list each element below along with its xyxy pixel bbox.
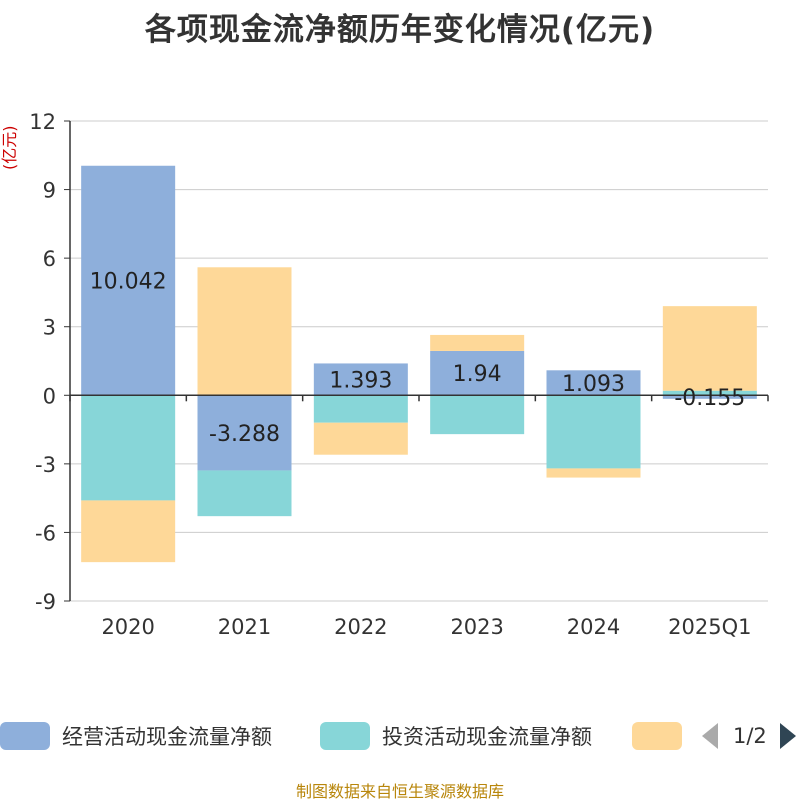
x-tick-label-2025Q1: 2025Q1	[668, 615, 751, 639]
bar-series2-2021	[197, 470, 292, 517]
legend-swatch-operating	[0, 722, 50, 750]
data-label-2021: -3.288	[209, 422, 280, 447]
bar-series1-2021	[197, 395, 292, 471]
legend-page-indicator: 1/2	[733, 724, 767, 748]
y-tick-label-7: -9	[35, 590, 56, 614]
data-label-2023: 1.94	[453, 362, 502, 387]
bar-series2-2023	[430, 395, 525, 435]
x-tick-label-2020: 2020	[101, 615, 154, 639]
y-tick-label-3: 3	[43, 316, 56, 340]
bar-series1-2023	[430, 350, 525, 396]
y-tick-label-0: 12	[29, 110, 56, 134]
y-tick-label-5: -3	[35, 453, 56, 477]
legend-label-investing: 投资活动现金流量净额	[382, 725, 592, 749]
legend-pager: 1/2	[702, 716, 796, 756]
legend-item-investing[interactable]: 投资活动现金流量净额	[320, 716, 592, 756]
bar-series3-2024	[546, 468, 641, 478]
data-label-2025Q1: -0.155	[674, 386, 745, 411]
bar-series3-2022	[313, 422, 408, 455]
bar-series3-2025Q1	[662, 306, 757, 391]
data-label-2022: 1.393	[329, 368, 392, 393]
bar-series3-2020	[81, 500, 176, 563]
legend: 经营活动现金流量净额 投资活动现金流量净额 1/2	[0, 716, 800, 756]
bar-series1-2020	[81, 165, 176, 396]
x-tick-label-2024: 2024	[567, 615, 620, 639]
bar-series3-2023	[430, 334, 525, 351]
legend-item-operating[interactable]: 经营活动现金流量净额	[0, 716, 272, 756]
y-tick-label-1: 9	[43, 179, 56, 203]
bar-series1-2025Q1	[662, 395, 757, 399]
legend-label-operating: 经营活动现金流量净额	[62, 725, 272, 749]
data-label-2024: 1.093	[562, 372, 625, 397]
legend-item-third[interactable]	[632, 716, 682, 756]
y-tick-label-6: -6	[35, 521, 56, 545]
stacked-bar-chart: 12 9 6 3 0 -3 -6 -9 2020 2021 2022 2023 2024 2025Q1 10…	[29, 110, 769, 639]
bar-series3-2021	[197, 267, 292, 396]
y-tick-label-2: 6	[43, 247, 56, 271]
bar-series2-2020	[81, 395, 176, 501]
legend-prev-page-icon[interactable]	[702, 723, 718, 749]
legend-swatch-investing	[320, 722, 370, 750]
x-tick-label-2023: 2023	[450, 615, 503, 639]
x-tick-label-2022: 2022	[334, 615, 387, 639]
data-source-footer: 制图数据来自恒生聚源数据库	[295, 782, 504, 801]
bar-series2-2025Q1	[662, 390, 757, 396]
data-label-2020: 10.042	[90, 270, 167, 295]
legend-swatch-third	[632, 722, 682, 750]
y-tick-label-4: 0	[43, 384, 56, 408]
legend-next-page-icon[interactable]	[779, 723, 796, 749]
x-tick-label-2021: 2021	[218, 615, 271, 639]
bar-series1-2024	[546, 370, 641, 396]
bar-series2-2022	[313, 395, 408, 423]
bar-series2-2024	[546, 395, 641, 469]
bar-series1-2022	[313, 363, 408, 396]
chart-title: 各项现金流净额历年变化情况(亿元)	[144, 12, 656, 48]
